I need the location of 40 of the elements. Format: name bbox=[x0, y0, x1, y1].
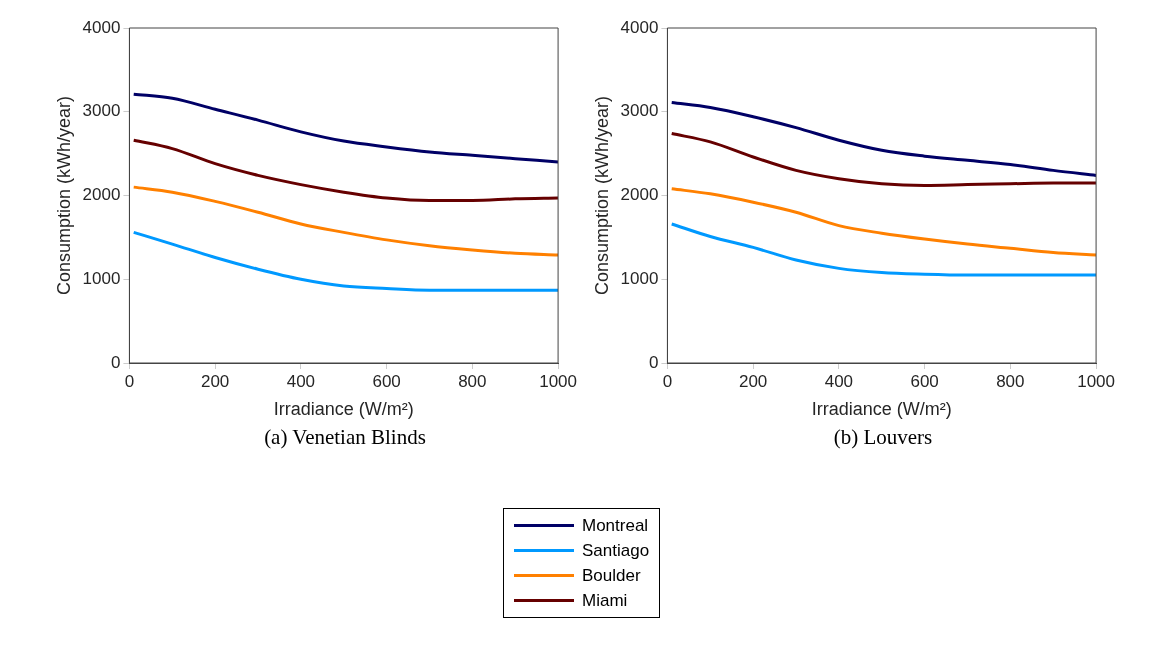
x-tick-label: 400 bbox=[824, 371, 854, 391]
x-axis-title: Irradiance (W/m²) bbox=[811, 399, 952, 420]
x-tick-label: 400 bbox=[286, 371, 316, 391]
legend-label: Santiago bbox=[582, 540, 650, 561]
y-tick-label: 4000 bbox=[82, 17, 121, 37]
x-tick-label: 800 bbox=[458, 371, 487, 391]
x-tick-label: 1000 bbox=[1077, 371, 1115, 391]
y-axis-title: Consumption (kWh/year) bbox=[591, 95, 612, 296]
y-tick-label: 3000 bbox=[620, 101, 659, 121]
x-tick-label: 0 bbox=[662, 371, 673, 391]
y-tick-label: 1000 bbox=[620, 268, 659, 288]
y-tick-label: 3000 bbox=[82, 101, 121, 121]
legend-label: Montreal bbox=[582, 515, 649, 536]
line-series bbox=[132, 138, 559, 203]
legend-label: Boulder bbox=[582, 565, 641, 586]
text: (b) Louvers bbox=[832, 425, 934, 450]
x-tick-label: 0 bbox=[124, 371, 135, 391]
line-series bbox=[670, 101, 1097, 177]
y-tick-label: 0 bbox=[648, 352, 659, 372]
x-tick-label: 1000 bbox=[539, 371, 577, 391]
y-tick-label: 2000 bbox=[620, 185, 659, 205]
y-axis-title: Consumption (kWh/year) bbox=[53, 95, 74, 296]
y-tick-label: 4000 bbox=[620, 17, 659, 37]
line-series bbox=[132, 230, 559, 292]
y-tick-label: 2000 bbox=[82, 185, 121, 205]
x-tick-label: 200 bbox=[738, 371, 768, 391]
line-series bbox=[670, 187, 1097, 257]
line-series bbox=[670, 132, 1097, 187]
line-series bbox=[132, 185, 559, 257]
line-series bbox=[670, 222, 1097, 277]
legend-label: Miami bbox=[582, 590, 628, 611]
x-tick-label: 800 bbox=[996, 371, 1025, 391]
text: (a) Venetian Blinds bbox=[263, 425, 427, 450]
x-tick-label: 600 bbox=[910, 371, 939, 391]
x-tick-label: 200 bbox=[200, 371, 230, 391]
x-tick-label: 600 bbox=[372, 371, 401, 391]
y-tick-label: 0 bbox=[110, 352, 121, 372]
line-series bbox=[132, 92, 559, 164]
y-tick-label: 1000 bbox=[82, 268, 121, 288]
x-axis-title: Irradiance (W/m²) bbox=[273, 399, 414, 420]
